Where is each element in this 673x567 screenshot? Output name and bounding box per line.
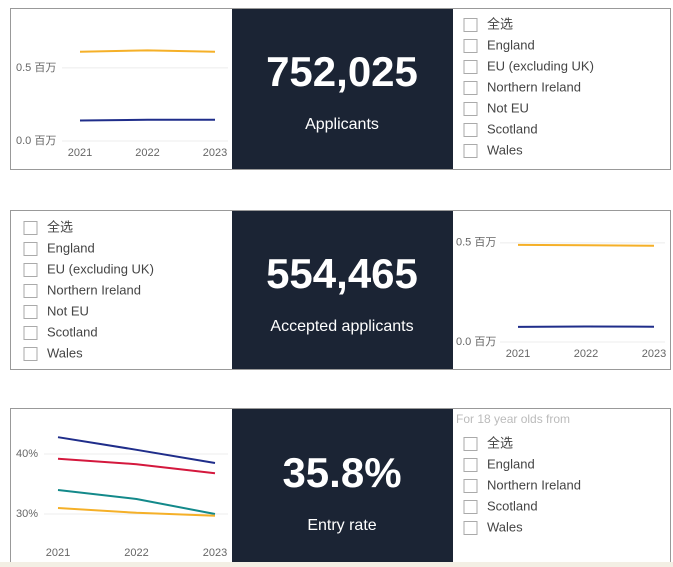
kpi-card [232,409,453,567]
kpi-label: Accepted applicants [270,318,413,335]
checkbox[interactable] [463,437,478,451]
x-tick-label: 2021 [506,348,530,360]
checkbox[interactable] [463,81,478,95]
y-tick-label: 0.0 百万 [456,336,496,348]
kpi-value: 752,025 [266,48,418,95]
checkbox[interactable] [463,500,478,514]
series-line [57,507,216,517]
x-tick-label: 2021 [68,147,92,159]
checkbox[interactable] [23,347,38,361]
slicer-item[interactable]: Northern Ireland [487,79,581,94]
y-tick-label: 0.0 百万 [16,135,56,147]
x-tick-label: 2023 [203,547,227,559]
x-tick-label: 2022 [124,547,148,559]
checkbox[interactable] [463,60,478,74]
slicer-item[interactable]: Not EU [487,100,529,115]
series-line [79,49,216,53]
slicer-item[interactable]: 全选 [487,435,513,450]
kpi-card [232,211,453,369]
slicer-item[interactable]: Wales [47,345,83,360]
kpi-label: Entry rate [307,517,376,534]
slicer-item[interactable]: EU (excluding UK) [47,261,154,276]
checkbox[interactable] [463,39,478,53]
series-line [57,436,216,464]
series-line [517,243,655,247]
slicer-item[interactable]: England [47,240,95,255]
checkbox[interactable] [463,479,478,493]
x-tick-label: 2023 [203,147,227,159]
slicer-item[interactable]: Northern Ireland [487,477,581,492]
slicer-item[interactable]: Northern Ireland [47,282,141,297]
slicer-item[interactable]: 全选 [47,219,73,234]
kpi-value: 554,465 [266,250,418,297]
checkbox[interactable] [23,284,38,298]
slicer-item[interactable]: 全选 [487,16,513,31]
series-line [57,457,216,475]
y-tick-label: 30% [16,508,38,520]
x-tick-label: 2022 [135,147,159,159]
checkbox[interactable] [23,305,38,319]
x-tick-label: 2021 [46,547,70,559]
checkbox[interactable] [463,123,478,137]
checkbox[interactable] [23,263,38,277]
checkbox[interactable] [23,221,38,235]
checkbox[interactable] [463,102,478,116]
checkbox[interactable] [463,144,478,158]
x-tick-label: 2023 [642,348,666,360]
x-tick-label: 2022 [574,348,598,360]
checkbox[interactable] [463,458,478,472]
slicer-item[interactable]: Scotland [487,121,538,136]
checkbox[interactable] [23,326,38,340]
slicer-item[interactable]: Wales [487,142,523,157]
slicer-item[interactable]: England [487,37,535,52]
slicer-title: For 18 year olds from [456,412,570,426]
slicer-item[interactable]: Scotland [487,498,538,513]
checkbox[interactable] [463,18,478,32]
footer-strip [0,562,673,567]
series-line [79,118,215,122]
slicer-item[interactable]: EU (excluding UK) [487,58,594,73]
slicer-item[interactable]: Scotland [47,324,98,339]
y-tick-label: 0.5 百万 [456,237,496,249]
kpi-value: 35.8% [282,449,401,496]
y-tick-label: 40% [16,448,38,460]
kpi-label: Applicants [305,116,379,133]
checkbox[interactable] [23,242,38,256]
slicer-item[interactable]: England [487,456,535,471]
checkbox[interactable] [463,521,478,535]
slicer-item[interactable]: Not EU [47,303,89,318]
y-tick-label: 0.5 百万 [16,62,56,74]
slicer-item[interactable]: Wales [487,519,523,534]
series-line [57,489,216,515]
kpi-card [232,9,453,169]
